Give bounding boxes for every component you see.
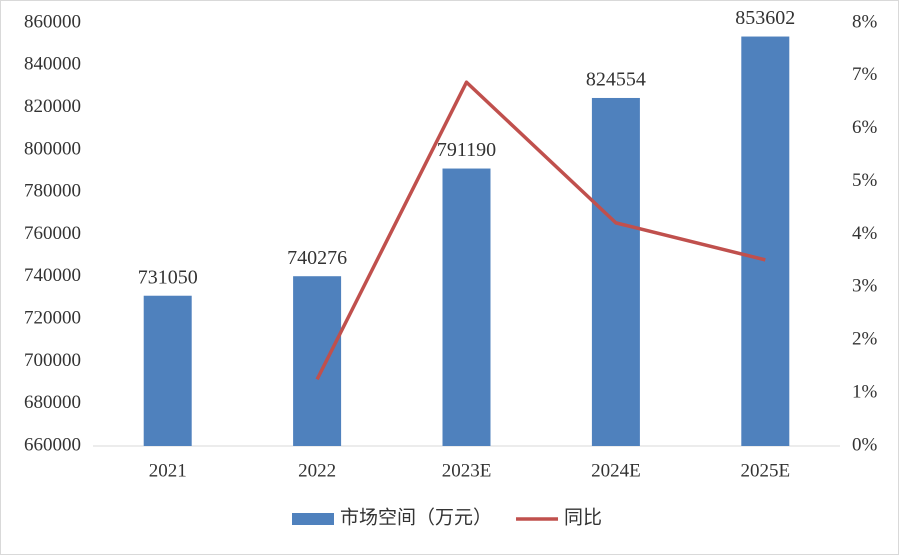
- y-tick-label: 760000: [24, 223, 81, 244]
- x-tick-label: 2022: [298, 460, 336, 481]
- legend-label: 同比: [564, 506, 602, 528]
- bar: [591, 97, 640, 446]
- y2-tick-label: 8%: [852, 11, 878, 32]
- y-tick-label: 700000: [24, 350, 81, 371]
- y2-tick-label: 3%: [852, 276, 878, 297]
- y2-tick-label: 6%: [852, 117, 878, 138]
- bar: [293, 276, 342, 446]
- y-tick-label: 680000: [24, 392, 81, 413]
- data-label: 740276: [287, 247, 347, 269]
- x-tick-label: 2021: [149, 460, 187, 481]
- x-tick-label: 2025E: [740, 460, 790, 481]
- y-tick-label: 820000: [24, 96, 81, 117]
- bar: [143, 295, 192, 446]
- y-tick-label: 720000: [24, 307, 81, 328]
- y2-tick-label: 1%: [852, 381, 878, 402]
- data-label: 731050: [138, 266, 198, 288]
- y2-tick-label: 5%: [852, 170, 878, 191]
- data-label: 791190: [437, 139, 496, 161]
- y2-tick-label: 7%: [852, 64, 878, 85]
- y-tick-label: 800000: [24, 138, 81, 159]
- y-tick-label: 740000: [24, 265, 81, 286]
- bar: [741, 36, 790, 446]
- y2-tick-label: 0%: [852, 434, 878, 455]
- data-label: 853602: [735, 7, 795, 29]
- x-tick-label: 2024E: [591, 460, 641, 481]
- y2-tick-label: 2%: [852, 329, 878, 350]
- y-tick-label: 860000: [24, 11, 81, 32]
- line: [315, 80, 766, 381]
- y-tick-label: 840000: [24, 54, 81, 75]
- x-tick-label: 2023E: [442, 460, 492, 481]
- y2-tick-label: 4%: [852, 223, 878, 244]
- data-label: 824554: [586, 69, 646, 91]
- bar: [442, 168, 491, 447]
- y-tick-label: 780000: [24, 181, 81, 202]
- y-tick-label: 660000: [24, 434, 81, 455]
- legend-label: 市场空间（万元）: [340, 506, 492, 528]
- legend-swatch: [292, 513, 334, 525]
